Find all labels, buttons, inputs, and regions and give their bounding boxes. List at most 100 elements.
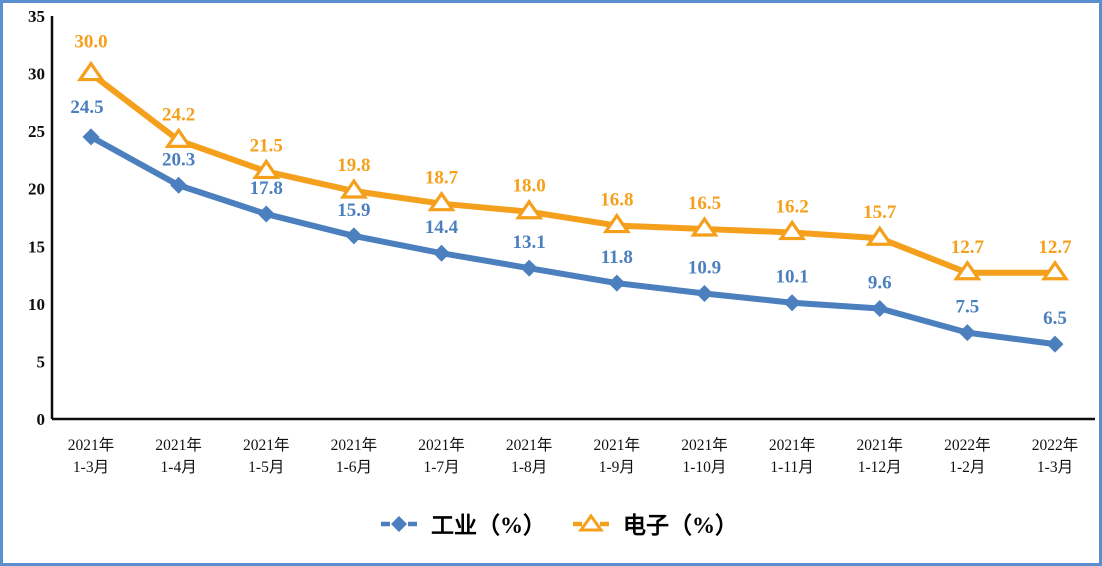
x-axis-category-month: 1-11月 — [770, 459, 813, 476]
data-point-label: 19.8 — [337, 155, 370, 176]
series-layer — [76, 60, 1070, 353]
x-axis-category-label: 2021年 1-3月 — [68, 436, 115, 476]
data-point-marker-triangle — [515, 198, 544, 220]
data-point-label: 17.8 — [250, 178, 283, 199]
x-axis-category-labels: 2021年1-3月2021年1-4月2021年1-5月2021年1-6月2021… — [68, 436, 1079, 476]
x-axis-category-label: 2021年 1-5月 — [243, 436, 290, 476]
data-point-marker-triangle — [953, 259, 982, 281]
legend-marker-triangle — [578, 513, 604, 532]
chart-series-industry — [82, 128, 1064, 353]
data-point-marker-triangle — [690, 216, 719, 237]
data-point-marker-diamond — [958, 324, 976, 342]
x-axis-category-label: 2022年 1-3月 — [1032, 436, 1079, 476]
y-axis-tick-label: 5 — [37, 352, 46, 371]
series-line — [88, 70, 1058, 276]
data-point-label: 9.6 — [868, 272, 892, 293]
x-axis-category-month: 1-9月 — [599, 459, 635, 476]
data-point-marker-triangle — [76, 60, 106, 82]
y-axis-tick-label: 15 — [28, 237, 45, 256]
x-axis-category-year: 2021年 — [681, 436, 728, 454]
data-point-marker-triangle — [339, 178, 368, 199]
x-axis-category-label: 2022年 1-2月 — [944, 436, 991, 476]
data-point-label: 13.1 — [513, 232, 546, 253]
x-axis-category-label: 2021年 1-11月 — [769, 436, 816, 476]
data-point-marker-triangle — [252, 158, 281, 180]
legend-label: 工业（%） — [431, 512, 546, 538]
x-axis-category-month: 1-7月 — [423, 459, 459, 476]
legend-marker-diamond — [391, 516, 407, 532]
legend-item-electronics[interactable]: 电子（%） — [573, 512, 738, 538]
data-point-label: 18.0 — [513, 176, 546, 197]
y-axis-tick-label: 0 — [37, 410, 46, 429]
data-point-marker-diamond — [608, 274, 626, 292]
data-label-layer: 24.5 20.3 17.8 15.9 14.4 13.1 11.8 10.9 10.1 9.6 7… — [70, 32, 1072, 330]
x-axis-category-year: 2021年 — [68, 436, 115, 454]
x-axis-category-label: 2021年 1-8月 — [506, 436, 553, 476]
x-axis-category-label: 2021年 1-10月 — [681, 436, 728, 476]
y-axis-tick-label: 25 — [28, 122, 45, 141]
data-point-label: 18.7 — [425, 168, 459, 189]
data-point-label: 7.5 — [955, 297, 979, 318]
x-axis-category-year: 2022年 — [1032, 436, 1079, 454]
x-axis-category-month: 1-8月 — [511, 459, 547, 476]
data-point-marker-diamond — [783, 294, 801, 312]
data-point-marker-diamond — [82, 128, 100, 146]
data-point-label: 24.5 — [70, 97, 103, 118]
x-axis-category-year: 2021年 — [418, 436, 465, 454]
data-point-marker-diamond — [695, 284, 713, 302]
data-point-marker-diamond — [433, 244, 451, 262]
x-axis-category-year: 2021年 — [594, 436, 641, 454]
x-axis-category-label: 2021年 1-12月 — [856, 436, 903, 476]
x-axis-category-year: 2021年 — [506, 436, 553, 454]
data-point-label: 16.5 — [688, 193, 721, 214]
data-point-marker-diamond — [1046, 335, 1064, 353]
x-axis-category-month: 1-10月 — [682, 459, 726, 476]
data-point-marker-diamond — [520, 259, 538, 277]
x-axis-category-label: 2021年 1-4月 — [155, 436, 202, 476]
data-point-label: 15.7 — [863, 202, 897, 223]
line-chart: 0 5 10 15 20 25 30 35 2021年 1-3月 2021年 1-4月 2021年 1-… — [28, 7, 1095, 538]
x-axis-category-month: 1-3月 — [1037, 459, 1073, 476]
chart-series-electronics — [76, 60, 1070, 281]
x-axis-category-label: 2021年 1-9月 — [594, 436, 641, 476]
data-point-marker-triangle — [778, 219, 807, 241]
x-axis-category-month: 1-2月 — [949, 459, 985, 476]
data-point-label: 20.3 — [162, 149, 195, 170]
data-point-label: 12.7 — [951, 237, 985, 258]
data-point-label: 11.8 — [601, 247, 633, 268]
data-point-label: 12.7 — [1038, 237, 1072, 258]
x-axis-category-month: 1-3月 — [73, 459, 109, 476]
data-point-marker-diamond — [345, 227, 363, 245]
x-axis-category-label: 2021年 1-7月 — [418, 436, 465, 476]
legend-label: 电子（%） — [623, 512, 738, 538]
data-point-marker-diamond — [871, 299, 889, 317]
data-point-label: 6.5 — [1043, 308, 1067, 329]
chart-legend: 工业（%） 电子（%） — [381, 512, 738, 538]
x-axis-category-year: 2021年 — [331, 436, 378, 454]
y-axis-tick-label: 30 — [28, 65, 45, 84]
data-point-marker-diamond — [170, 176, 188, 194]
x-axis-category-year: 2021年 — [769, 436, 816, 454]
data-point-label: 21.5 — [250, 135, 283, 156]
data-point-label: 24.2 — [162, 104, 195, 125]
y-axis-tick-label: 20 — [28, 180, 45, 199]
legend-item-industry[interactable]: 工业（%） — [381, 512, 546, 538]
data-point-label: 15.9 — [337, 200, 370, 221]
series-line — [88, 133, 1058, 348]
x-axis-category-year: 2022年 — [944, 436, 991, 454]
data-point-label: 14.4 — [425, 217, 459, 238]
x-axis-category-month: 1-6月 — [336, 459, 372, 476]
data-point-label: 16.2 — [775, 196, 808, 217]
data-point-label: 10.9 — [688, 257, 721, 278]
x-axis-category-month: 1-5月 — [248, 459, 284, 476]
x-axis-category-label: 2021年 1-6月 — [331, 436, 378, 476]
data-point-marker-triangle — [865, 225, 894, 246]
data-point-marker-triangle — [1040, 259, 1070, 281]
x-axis-category-year: 2021年 — [856, 436, 903, 454]
x-axis-category-month: 1-4月 — [161, 459, 197, 476]
x-axis-category-month: 1-12月 — [858, 459, 902, 476]
data-point-label: 30.0 — [74, 32, 107, 53]
y-axis-tick-labels: 0 5 10 15 20 25 30 35 — [28, 7, 45, 429]
data-point-label: 16.8 — [600, 190, 633, 211]
